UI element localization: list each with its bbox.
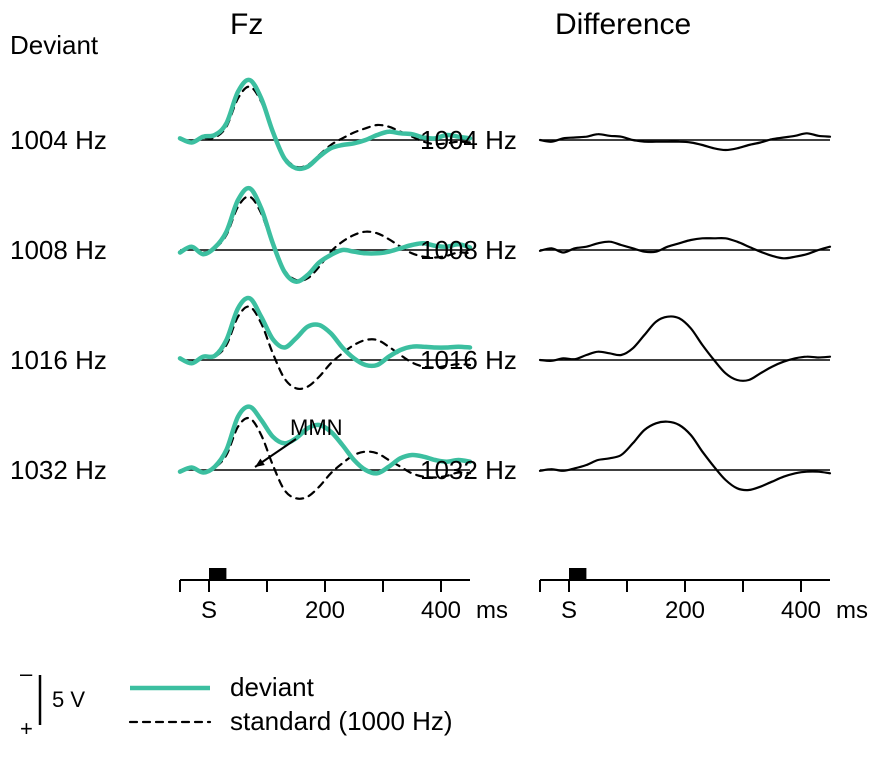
legend-standard-line <box>0 0 892 778</box>
legend-standard-text: standard (1000 Hz) <box>230 706 453 737</box>
legend-deviant-text: deviant <box>230 672 314 703</box>
figure-root: { "layout": { "bg": "#ffffff", "x_left_c… <box>0 0 892 778</box>
